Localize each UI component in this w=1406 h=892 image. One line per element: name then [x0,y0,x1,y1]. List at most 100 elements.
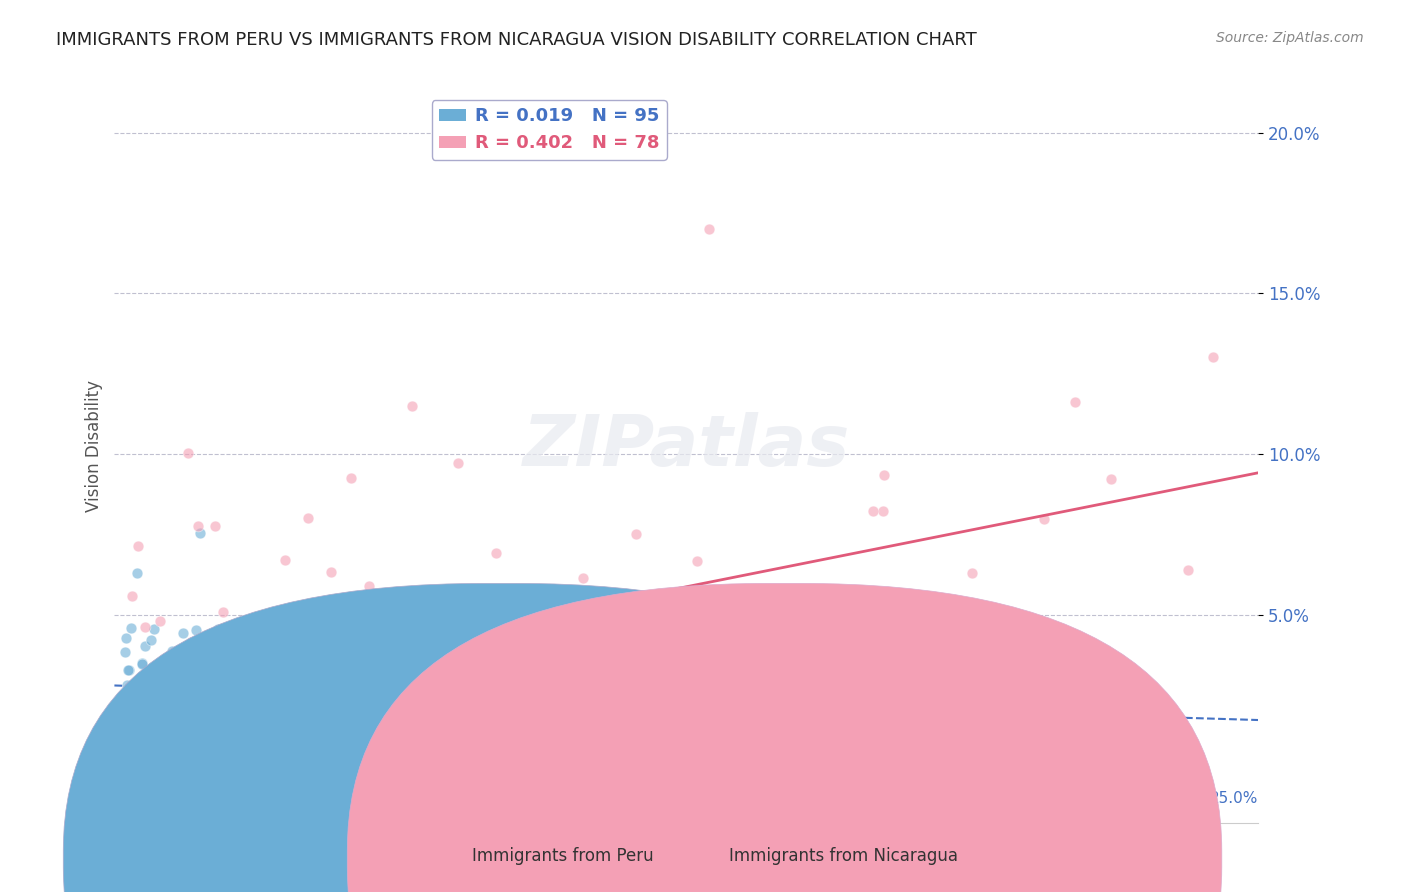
Point [325,675,347,690]
Point [720,731,742,745]
Point [316,604,339,618]
Point [516,649,538,664]
Point [117,664,139,678]
Point [157,665,180,680]
Point [239,673,262,687]
Point [271,714,294,728]
Point [745,649,768,664]
Legend: R = 0.019   N = 95, R = 0.402   N = 78: R = 0.019 N = 95, R = 0.402 N = 78 [432,100,666,160]
Text: 0.0%: 0.0% [114,791,153,806]
Point [1177,562,1199,576]
Point [412,730,434,744]
Point [143,816,166,830]
Point [184,646,207,660]
Point [180,635,202,649]
Point [187,706,209,721]
Point [134,639,156,653]
Point [960,566,983,580]
Point [238,708,260,723]
Point [125,816,148,830]
Point [274,702,297,716]
Point [385,701,408,715]
Point [342,658,364,673]
Point [707,699,730,714]
Point [108,727,131,741]
Point [467,595,489,609]
Point [228,709,250,723]
Point [572,571,595,585]
Point [319,565,342,579]
Point [302,700,325,714]
Point [108,707,131,722]
Point [184,623,207,637]
Point [430,698,453,712]
Point [485,546,508,560]
Text: 25.0%: 25.0% [1211,791,1258,806]
Point [188,714,211,728]
Point [1109,688,1132,702]
Point [686,553,709,567]
Point [426,703,449,717]
Point [697,222,720,236]
Point [873,468,896,483]
Point [112,703,135,717]
Point [278,658,301,673]
Point [193,712,215,726]
Point [127,539,149,553]
Point [326,642,349,657]
Point [121,589,143,603]
Point [257,685,280,699]
Point [110,721,132,735]
Point [457,700,479,714]
Point [188,525,211,540]
Point [340,652,363,666]
Point [328,705,350,719]
Point [374,657,396,672]
Point [141,689,163,703]
Point [111,731,134,746]
Point [134,757,156,772]
Point [308,816,330,830]
Point [131,657,153,672]
Point [302,619,325,633]
Point [167,807,190,822]
Point [111,750,134,764]
Point [221,648,243,662]
Point [426,605,449,619]
Point [176,731,198,745]
Point [654,731,676,745]
Point [366,637,388,651]
Point [143,697,166,711]
Text: Immigrants from Peru: Immigrants from Peru [471,847,654,865]
Point [543,686,565,700]
Point [246,706,269,720]
Point [117,663,139,677]
Point [373,652,395,666]
Text: ZIPatlas: ZIPatlas [523,411,851,481]
Point [373,637,395,651]
Point [897,729,920,743]
Point [254,624,277,639]
Point [114,645,136,659]
Point [128,809,150,823]
Point [377,743,399,757]
Point [146,709,169,723]
Point [617,723,640,738]
Point [172,716,194,731]
Point [295,753,318,767]
Point [872,504,894,518]
Point [344,706,367,721]
Point [588,716,610,731]
Point [235,672,257,686]
Point [499,610,522,624]
Point [396,672,419,686]
Point [274,553,297,567]
Point [329,760,352,774]
Point [648,783,671,797]
Point [471,686,494,700]
Point [515,742,537,756]
Point [693,582,716,596]
Point [247,672,270,686]
Point [131,657,153,671]
Text: Source: ZipAtlas.com: Source: ZipAtlas.com [1216,31,1364,45]
